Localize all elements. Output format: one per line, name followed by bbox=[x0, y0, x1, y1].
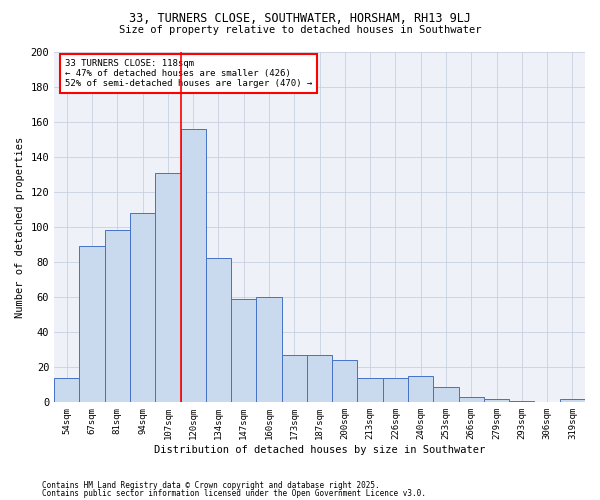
Bar bbox=[383, 378, 408, 402]
Bar bbox=[54, 378, 79, 402]
Bar bbox=[130, 213, 155, 402]
Bar bbox=[231, 299, 256, 403]
Bar bbox=[256, 297, 281, 403]
Bar bbox=[433, 386, 458, 402]
X-axis label: Distribution of detached houses by size in Southwater: Distribution of detached houses by size … bbox=[154, 445, 485, 455]
Bar bbox=[408, 376, 433, 402]
Bar bbox=[458, 397, 484, 402]
Text: 33, TURNERS CLOSE, SOUTHWATER, HORSHAM, RH13 9LJ: 33, TURNERS CLOSE, SOUTHWATER, HORSHAM, … bbox=[129, 12, 471, 26]
Bar bbox=[155, 172, 181, 402]
Text: Size of property relative to detached houses in Southwater: Size of property relative to detached ho… bbox=[119, 25, 481, 35]
Y-axis label: Number of detached properties: Number of detached properties bbox=[15, 136, 25, 318]
Bar bbox=[181, 128, 206, 402]
Bar bbox=[206, 258, 231, 402]
Text: 33 TURNERS CLOSE: 118sqm
← 47% of detached houses are smaller (426)
52% of semi-: 33 TURNERS CLOSE: 118sqm ← 47% of detach… bbox=[65, 58, 312, 88]
Text: Contains HM Land Registry data © Crown copyright and database right 2025.: Contains HM Land Registry data © Crown c… bbox=[42, 480, 380, 490]
Bar bbox=[484, 399, 509, 402]
Bar bbox=[358, 378, 383, 402]
Bar bbox=[281, 355, 307, 403]
Bar bbox=[105, 230, 130, 402]
Bar bbox=[509, 400, 535, 402]
Bar bbox=[332, 360, 358, 403]
Bar bbox=[79, 246, 105, 402]
Bar bbox=[560, 399, 585, 402]
Text: Contains public sector information licensed under the Open Government Licence v3: Contains public sector information licen… bbox=[42, 489, 426, 498]
Bar bbox=[307, 355, 332, 403]
